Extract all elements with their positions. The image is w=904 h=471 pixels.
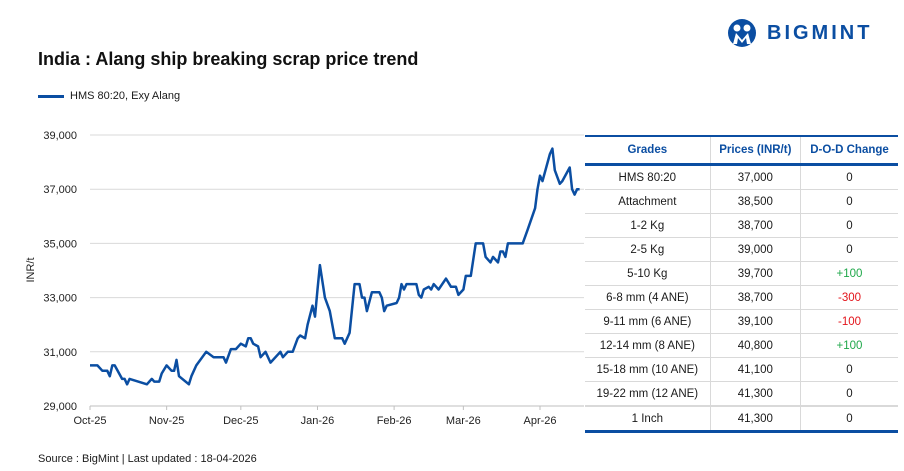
grade-cell: 5-10 Kg xyxy=(585,261,711,286)
price-cell: 38,500 xyxy=(709,189,801,214)
col-header-prices: Prices (INR/t) xyxy=(709,135,801,166)
table-row: 1-2 Kg 38,700 0 xyxy=(585,213,898,238)
change-cell: 0 xyxy=(800,357,898,382)
page-title: India : Alang ship breaking scrap price … xyxy=(38,49,419,69)
x-tick-label: Jan-26 xyxy=(301,415,335,427)
change-cell: 0 xyxy=(800,405,898,433)
price-table: Grades Prices (INR/t) D-O-D Change HMS 8… xyxy=(585,135,898,433)
table-row: 15-18 mm (10 ANE) 41,100 0 xyxy=(585,357,898,382)
table-row: 5-10 Kg 39,700 +100 xyxy=(585,261,898,286)
change-cell: 0 xyxy=(800,237,898,262)
col-header-grades: Grades xyxy=(585,135,711,166)
grade-cell: 1-2 Kg xyxy=(585,213,711,238)
change-cell: 0 xyxy=(800,213,898,238)
change-cell: -100 xyxy=(800,309,898,334)
bigmint-logo-icon xyxy=(728,19,756,47)
bigmint-logo: BIGMINT xyxy=(727,18,872,48)
price-cell: 39,100 xyxy=(709,309,801,334)
change-cell: +100 xyxy=(800,333,898,358)
grade-cell: 2-5 Kg xyxy=(585,237,711,262)
source-note: Source : BigMint | Last updated : 18-04-… xyxy=(38,453,257,465)
col-header-change: D-O-D Change xyxy=(800,135,898,166)
table-row: HMS 80:20 37,000 0 xyxy=(585,164,898,190)
table-row: 12-14 mm (8 ANE) 40,800 +100 xyxy=(585,333,898,358)
chart-legend: HMS 80:20, Exy Alang xyxy=(38,90,180,102)
x-tick-label: Nov-25 xyxy=(149,415,184,427)
change-cell: 0 xyxy=(800,381,898,407)
x-tick-label: Apr-26 xyxy=(523,415,556,427)
price-cell: 37,000 xyxy=(709,164,801,190)
y-tick-label: 33,000 xyxy=(43,293,77,305)
grade-cell: 19-22 mm (12 ANE) xyxy=(585,381,711,407)
y-tick-label: 35,000 xyxy=(43,238,77,250)
grade-cell: 1 Inch xyxy=(585,405,711,433)
price-cell: 41,100 xyxy=(709,357,801,382)
y-tick-label: 39,000 xyxy=(43,130,77,142)
grade-cell: 15-18 mm (10 ANE) xyxy=(585,357,711,382)
change-cell: 0 xyxy=(800,189,898,214)
legend-swatch xyxy=(38,94,64,98)
grade-cell: 9-11 mm (6 ANE) xyxy=(585,309,711,334)
y-axis-label: INR/t xyxy=(25,257,37,282)
logo-text: BIGMINT xyxy=(767,21,873,44)
price-cell: 39,000 xyxy=(709,237,801,262)
grade-cell: 12-14 mm (8 ANE) xyxy=(585,333,711,358)
change-cell: 0 xyxy=(800,164,898,190)
price-cell: 40,800 xyxy=(709,333,801,358)
change-cell: +100 xyxy=(800,261,898,286)
legend-label: HMS 80:20, Exy Alang xyxy=(70,90,181,102)
table-row: 1 Inch 41,300 0 xyxy=(585,405,898,433)
y-tick-label: 29,000 xyxy=(43,401,77,413)
y-tick-label: 31,000 xyxy=(43,347,77,359)
table-row: 9-11 mm (6 ANE) 39,100 -100 xyxy=(585,309,898,334)
change-cell: -300 xyxy=(800,285,898,310)
table-row: 2-5 Kg 39,000 0 xyxy=(585,237,898,262)
grade-cell: Attachment xyxy=(585,189,711,214)
x-tick-label: Feb-26 xyxy=(377,415,412,427)
price-cell: 39,700 xyxy=(709,261,801,286)
table-row: 6-8 mm (4 ANE) 38,700 -300 xyxy=(585,285,898,310)
price-cell: 41,300 xyxy=(709,381,801,407)
table-row: 19-22 mm (12 ANE) 41,300 0 xyxy=(585,381,898,407)
price-cell: 41,300 xyxy=(709,405,801,433)
grade-cell: HMS 80:20 xyxy=(585,164,711,190)
series-line-hms-80-20 xyxy=(90,147,580,386)
price-cell: 38,700 xyxy=(709,285,801,310)
table-row: Attachment 38,500 0 xyxy=(585,189,898,214)
price-cell: 38,700 xyxy=(709,213,801,238)
x-tick-label: Oct-25 xyxy=(73,415,106,427)
x-tick-label: Dec-25 xyxy=(223,415,258,427)
x-tick-label: Mar-26 xyxy=(446,415,481,427)
grade-cell: 6-8 mm (4 ANE) xyxy=(585,285,711,310)
y-tick-label: 37,000 xyxy=(43,184,77,196)
